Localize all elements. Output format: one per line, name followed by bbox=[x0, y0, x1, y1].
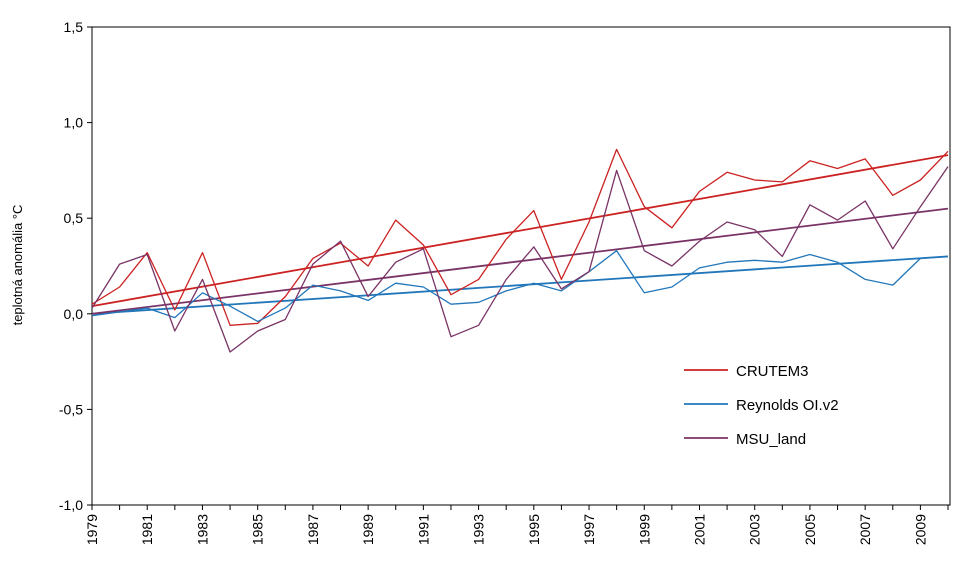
trend-line bbox=[91, 207, 949, 315]
x-tick-label: 1987 bbox=[305, 514, 321, 545]
x-tick-label: 2007 bbox=[857, 514, 873, 545]
legend-label: MSU_land bbox=[736, 431, 806, 448]
y-axis: -1,0 -0,5 0,0 0,5 1,0 1,5 bbox=[59, 19, 92, 513]
y-tick-label: 0,0 bbox=[64, 306, 84, 322]
y-axis-label: teplotná anomália °C bbox=[10, 205, 25, 326]
x-tick-label: 1983 bbox=[194, 514, 210, 545]
trend-line bbox=[91, 154, 949, 308]
y-tick-label: -1,0 bbox=[59, 497, 83, 513]
legend: CRUTEM3 Reynolds OI.v2 MSU_land bbox=[684, 363, 839, 448]
y-tick-label: -0,5 bbox=[59, 401, 83, 417]
trend-line bbox=[91, 255, 949, 315]
x-tick-label: 1979 bbox=[84, 514, 100, 545]
x-tick-label: 1993 bbox=[471, 514, 487, 545]
legend-label: Reynolds OI.v2 bbox=[736, 397, 839, 414]
x-tick-label: 2009 bbox=[912, 514, 928, 545]
y-tick-label: 1,0 bbox=[64, 115, 84, 131]
x-tick-label: 1985 bbox=[250, 514, 266, 545]
x-tick-label: 1997 bbox=[581, 514, 597, 545]
x-tick-label: 1995 bbox=[526, 514, 542, 545]
x-tick-label: 1981 bbox=[139, 514, 155, 545]
y-tick-label: 1,5 bbox=[64, 19, 84, 35]
x-tick-label: 2001 bbox=[691, 514, 707, 545]
series-line bbox=[91, 250, 949, 323]
series-layer bbox=[91, 148, 949, 353]
series-line bbox=[91, 148, 949, 326]
y-tick-label: 0,5 bbox=[64, 210, 84, 226]
x-tick-label: 2005 bbox=[802, 514, 818, 545]
series-line bbox=[91, 166, 949, 353]
x-tick-label: 1989 bbox=[360, 514, 376, 545]
legend-label: CRUTEM3 bbox=[736, 363, 809, 380]
x-tick-label: 2003 bbox=[747, 514, 763, 545]
x-tick-label: 1999 bbox=[636, 514, 652, 545]
x-axis: 1979 1981 1983 1985 1987 1989 1991 1993 1995 1997… bbox=[84, 505, 949, 545]
plot-area bbox=[91, 26, 951, 506]
x-tick-label: 1991 bbox=[415, 514, 431, 545]
